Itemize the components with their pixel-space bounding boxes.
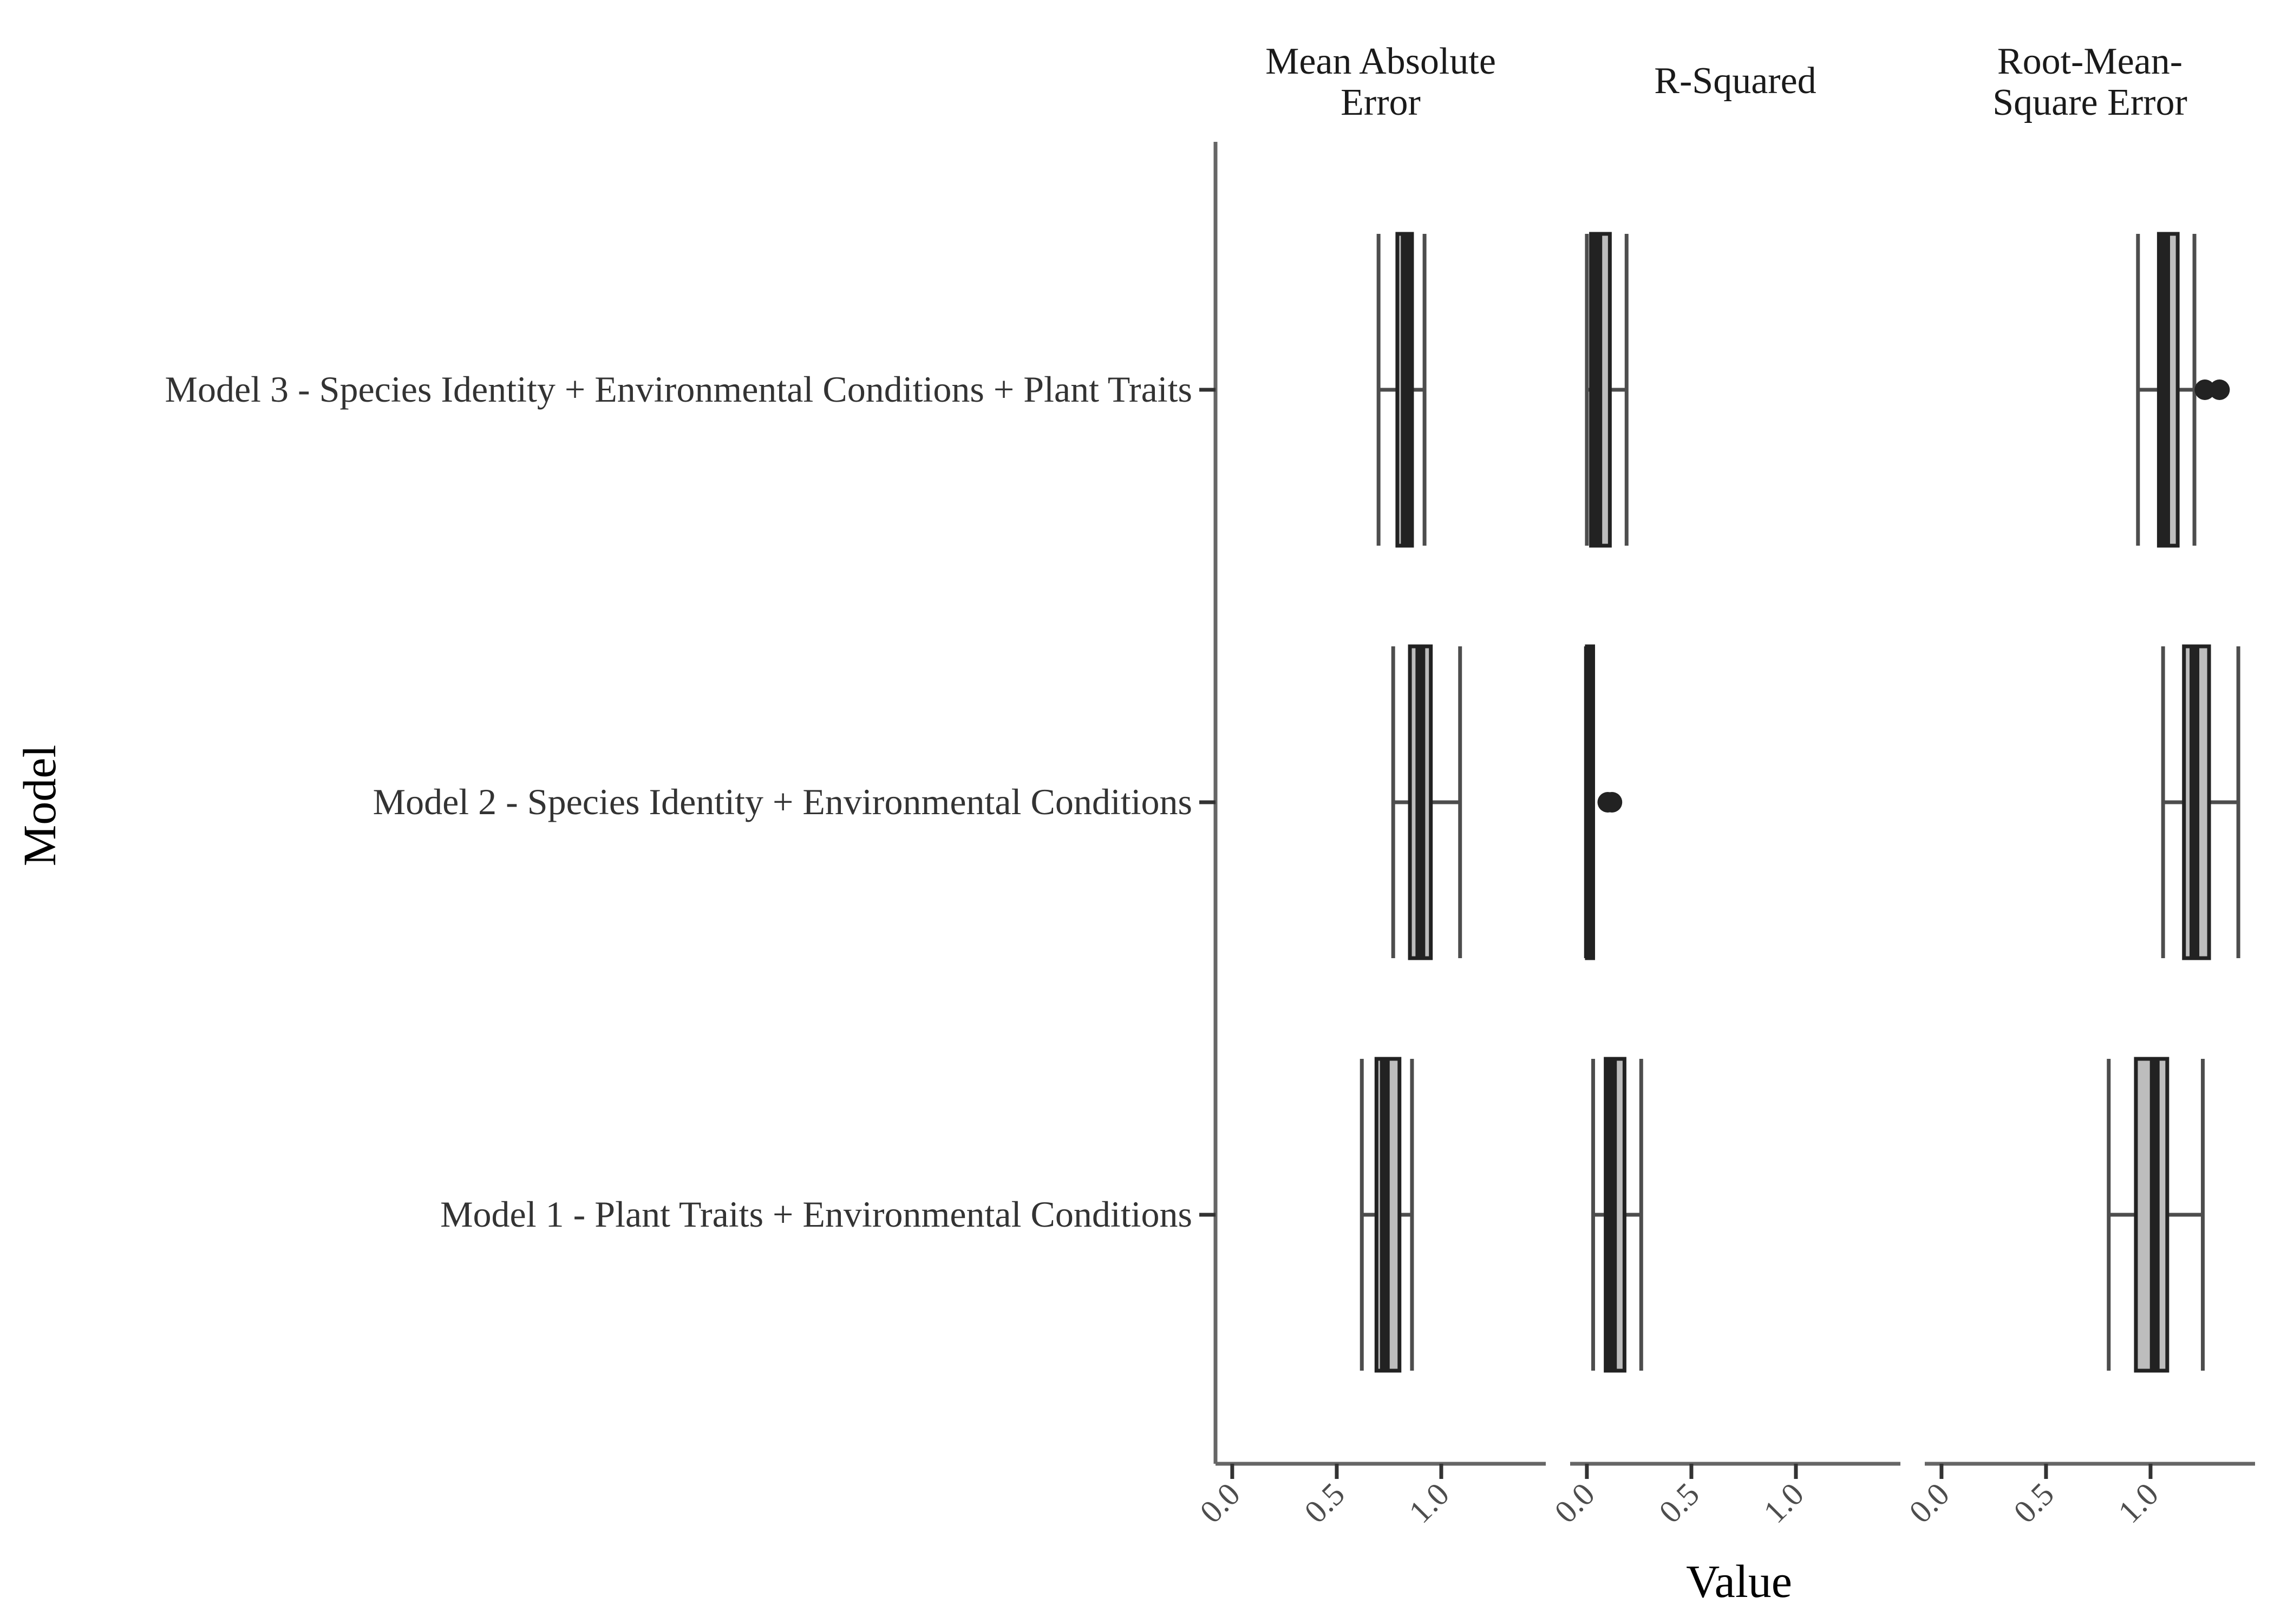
x-tick-label: 0.0 — [1902, 1476, 1956, 1530]
x-tick-label: 1.0 — [1402, 1476, 1456, 1530]
facet-title: Mean Absolute — [1265, 41, 1496, 82]
x-tick-label: 0.5 — [1297, 1476, 1351, 1530]
y-axis-title: Model — [14, 745, 66, 867]
facet-title: Square Error — [1992, 82, 2187, 123]
outlier-point — [2209, 379, 2230, 400]
facet-title: R-Squared — [1654, 60, 1816, 102]
x-tick-label: 0.0 — [1193, 1476, 1247, 1530]
outlier-point — [2194, 379, 2216, 400]
facet-title: Root-Mean- — [1997, 41, 2182, 82]
x-tick-label: 0.0 — [1547, 1476, 1602, 1530]
outlier-point — [1602, 792, 1623, 813]
facet-title: Error — [1341, 82, 1421, 123]
x-tick-label: 0.5 — [1652, 1476, 1706, 1530]
y-tick-label: Model 1 - Plant Traits + Environmental C… — [440, 1194, 1192, 1235]
x-tick-label: 1.0 — [1756, 1476, 1811, 1530]
y-tick-label: Model 3 - Species Identity + Environment… — [165, 369, 1193, 410]
x-tick-label: 1.0 — [2111, 1476, 2165, 1530]
x-tick-label: 0.5 — [2007, 1476, 2061, 1530]
x-axis-title: Value — [1686, 1555, 1792, 1607]
y-tick-label: Model 2 - Species Identity + Environment… — [373, 781, 1192, 822]
